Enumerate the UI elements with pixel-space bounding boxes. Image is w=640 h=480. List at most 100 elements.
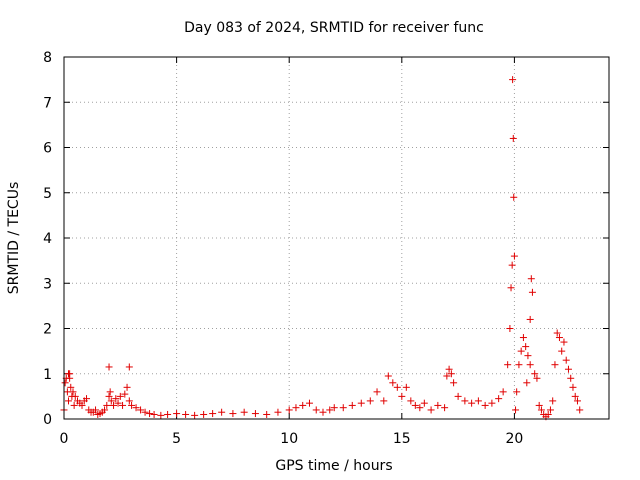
data-point: [292, 404, 300, 412]
data-point: [274, 408, 282, 416]
data-point: [251, 410, 259, 418]
data-point: [182, 410, 190, 418]
data-point: [116, 392, 124, 400]
data-point: [83, 395, 91, 403]
x-tick-label: 15: [393, 431, 411, 447]
data-point: [137, 406, 145, 414]
data-point: [114, 399, 122, 407]
data-point: [571, 392, 579, 400]
data-points: [60, 76, 584, 421]
data-point: [67, 383, 75, 391]
data-point: [263, 410, 271, 418]
x-tick-label: 10: [280, 431, 298, 447]
data-point: [112, 395, 120, 403]
data-point: [71, 392, 79, 400]
y-axis-label: SRMTID / TECUs: [6, 182, 22, 295]
y-tick-label: 8: [43, 50, 52, 66]
data-point: [416, 404, 424, 412]
y-tick-label: 3: [43, 276, 52, 292]
data-point: [92, 406, 100, 414]
data-point: [101, 406, 109, 414]
data-point: [330, 404, 338, 412]
data-point: [576, 406, 584, 414]
data-point: [348, 401, 356, 409]
x-tick-label: 20: [505, 431, 523, 447]
data-point: [312, 406, 320, 414]
data-point: [380, 397, 388, 405]
data-point: [526, 361, 534, 369]
data-point: [546, 406, 554, 414]
data-point: [510, 252, 518, 260]
data-point: [531, 370, 539, 378]
y-tick-label: 1: [43, 367, 52, 383]
data-point: [517, 347, 525, 355]
data-point: [562, 356, 570, 364]
data-point: [510, 193, 518, 201]
y-tick-label: 5: [43, 186, 52, 202]
data-point: [78, 401, 86, 409]
data-point: [434, 401, 442, 409]
data-point: [481, 401, 489, 409]
data-point: [506, 325, 514, 332]
data-point: [157, 411, 165, 419]
y-tick-label: 7: [43, 95, 52, 111]
data-point: [339, 404, 347, 412]
x-tick-label: 5: [172, 431, 181, 447]
data-point: [128, 401, 136, 409]
data-point: [61, 379, 69, 387]
grid-lines: [64, 57, 609, 419]
data-point: [553, 329, 561, 337]
data-point: [527, 275, 535, 283]
data-point: [499, 388, 507, 396]
data-point: [558, 347, 566, 355]
data-point: [209, 410, 217, 418]
data-point: [123, 383, 131, 391]
data-point: [551, 361, 559, 369]
data-point: [105, 392, 113, 400]
data-point: [384, 372, 392, 380]
data-point: [366, 397, 374, 405]
data-point: [523, 379, 531, 387]
data-point: [132, 404, 140, 412]
data-point: [573, 397, 581, 405]
data-point: [537, 406, 545, 414]
x-tick-label: 0: [60, 431, 69, 447]
data-point: [125, 363, 133, 371]
data-point: [326, 406, 334, 414]
data-point: [285, 406, 293, 414]
data-point: [150, 410, 158, 418]
data-point: [524, 352, 532, 360]
data-point: [427, 406, 435, 414]
data-point: [509, 134, 517, 142]
data-point: [474, 397, 482, 405]
data-point: [373, 388, 381, 396]
data-point: [65, 397, 73, 405]
plot-frame: [63, 56, 610, 420]
data-point: [555, 334, 563, 342]
data-point: [569, 383, 577, 391]
data-point: [522, 343, 530, 351]
data-point: [507, 284, 515, 292]
data-point: [103, 401, 111, 409]
chart-title: Day 083 of 2024, SRMTID for receiver fun…: [184, 20, 484, 36]
data-point: [528, 288, 536, 296]
data-point: [218, 408, 226, 416]
data-point: [105, 363, 113, 371]
data-point: [106, 388, 114, 396]
data-point: [191, 411, 199, 419]
data-point: [407, 397, 415, 405]
data-point: [515, 361, 523, 369]
x-axis-label: GPS time / hours: [275, 458, 392, 474]
data-point: [141, 408, 149, 416]
data-point: [454, 392, 462, 400]
data-point: [509, 76, 517, 84]
data-point: [121, 390, 129, 398]
data-point: [357, 399, 365, 407]
data-point: [402, 383, 410, 391]
data-point: [240, 408, 248, 416]
axis-ticks: 0 1 2 3 4 5 6 7 8 0 5 10 15 20: [43, 50, 609, 447]
data-point: [200, 410, 208, 418]
data-point: [513, 388, 521, 396]
data-point: [393, 383, 401, 391]
data-point: [488, 399, 496, 407]
